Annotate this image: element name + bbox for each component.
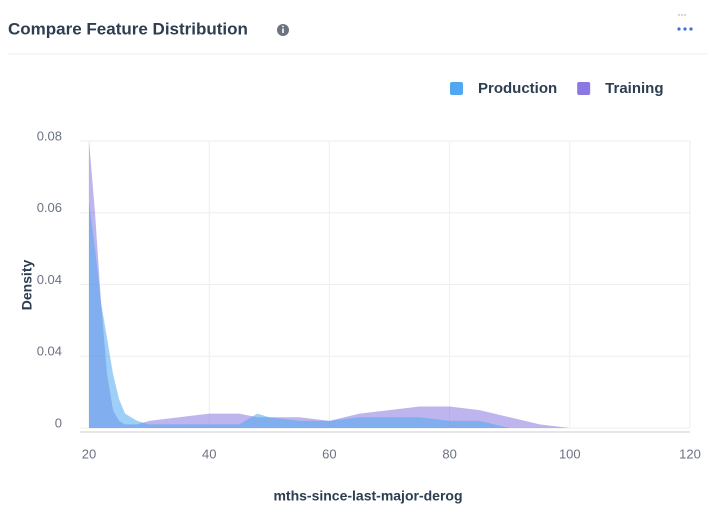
x-axis-label: mths-since-last-major-derog (273, 488, 462, 504)
y-tick-label: 0.04 (37, 272, 62, 287)
x-tick-label: 80 (442, 446, 456, 461)
y-tick-label: 0.06 (37, 200, 62, 215)
legend-label: Training (605, 80, 663, 97)
x-tick-label: 20 (82, 446, 96, 461)
legend-swatch (450, 82, 463, 95)
y-tick-label: 0.04 (37, 344, 62, 359)
y-tick-label: 0 (55, 415, 62, 430)
x-tick-label: 100 (559, 446, 581, 461)
legend-swatch (577, 82, 591, 95)
legend-label: Production (478, 80, 557, 97)
x-tick-label: 40 (202, 446, 216, 461)
y-tick-label: 0.08 (37, 128, 62, 143)
x-tick-label: 60 (322, 446, 336, 461)
info-icon[interactable] (277, 24, 289, 36)
y-axis-label: Density (19, 260, 35, 311)
menu-button[interactable] (677, 14, 693, 31)
x-tick-label: 120 (679, 446, 701, 461)
chart-title: Compare Feature Distribution (8, 19, 248, 38)
density-area (89, 201, 691, 428)
